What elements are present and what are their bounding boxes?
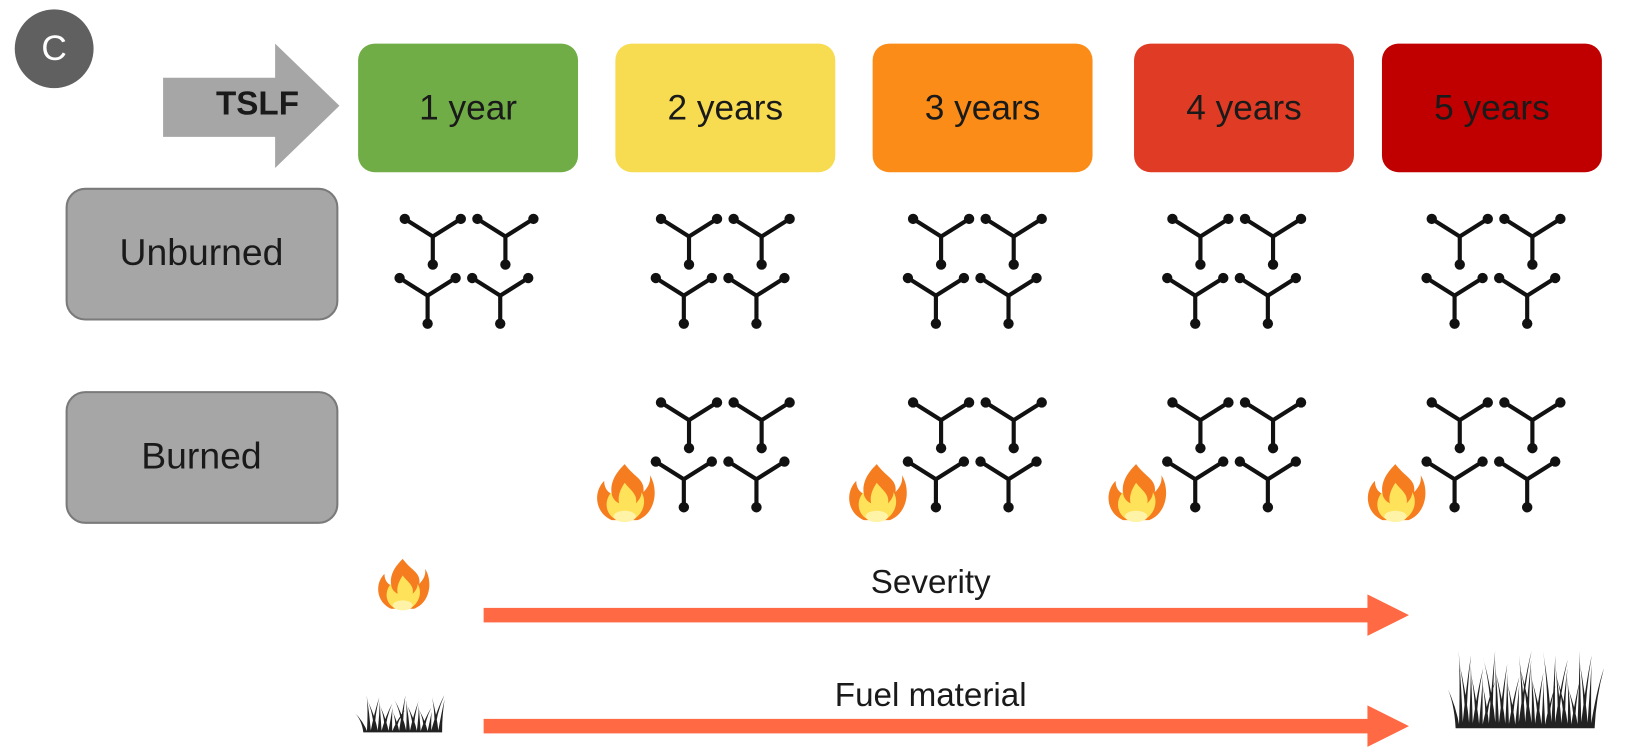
- tree-icon: [1427, 214, 1493, 270]
- tree-icon: [908, 214, 974, 270]
- stage-box: [1381, 43, 1602, 173]
- tree-icon: [1427, 397, 1493, 453]
- tree-icon: [728, 214, 794, 270]
- tree-icon: [908, 397, 974, 453]
- tree-icon: [400, 214, 466, 270]
- tree-icon: [981, 397, 1047, 453]
- tree-icon: [1167, 214, 1233, 270]
- fuel-arrow: [483, 705, 1409, 747]
- arrow-label: Severity: [871, 564, 991, 601]
- tree-icon: [1499, 397, 1565, 453]
- grass-blades: [353, 695, 445, 733]
- flame-icon: [849, 464, 907, 522]
- stage-label: 5 years: [1434, 88, 1550, 127]
- stage-label: 4 years: [1186, 88, 1302, 127]
- arrow-label: Fuel material: [835, 677, 1027, 714]
- stage-label: 3 years: [925, 88, 1041, 127]
- stage-box: [872, 43, 1093, 173]
- tree-icon: [467, 273, 533, 329]
- row-label: Unburned: [119, 231, 283, 273]
- tree-icon: [394, 273, 460, 329]
- tree-icon: [1240, 214, 1306, 270]
- row-label: Burned: [141, 434, 261, 476]
- flame-icon: [1367, 464, 1426, 522]
- panel-badge: [14, 9, 94, 89]
- tree-icon: [1167, 397, 1233, 453]
- tree-icon: [981, 214, 1047, 270]
- tree-icon: [1494, 456, 1560, 512]
- tree-icon: [903, 456, 969, 512]
- stage-label: 1 year: [419, 88, 517, 127]
- grass-blades: [1446, 650, 1604, 729]
- tree-icon: [1162, 456, 1228, 512]
- tree-icon: [903, 273, 969, 329]
- tree-icon: [1240, 397, 1306, 453]
- tree-icon: [1235, 456, 1301, 512]
- stage-label: 2 years: [668, 88, 784, 127]
- row-box: [65, 187, 339, 321]
- grass-icon: [353, 695, 445, 733]
- tree-icon: [975, 456, 1041, 512]
- panel-label: C: [41, 29, 66, 68]
- tree-icon: [1162, 273, 1228, 329]
- tree-icon: [1421, 456, 1487, 512]
- tree-icon: [723, 273, 789, 329]
- tree-icon: [1421, 273, 1487, 329]
- stage-box: [358, 43, 579, 173]
- flame-icon: [597, 464, 655, 522]
- tree-icon: [728, 397, 794, 453]
- flame-icon: [1108, 464, 1167, 522]
- tree-icon: [1499, 214, 1565, 270]
- tree-icon: [1235, 273, 1301, 329]
- tree-icon: [1494, 273, 1560, 329]
- tslf-arrow: [163, 43, 340, 169]
- tslf-label: TSLF: [216, 86, 299, 123]
- grass-icon: [1446, 650, 1604, 729]
- tree-icon: [656, 214, 722, 270]
- tree-icon: [651, 456, 717, 512]
- stage-box: [615, 43, 836, 173]
- flame-icon: [378, 558, 430, 611]
- tree-icon: [472, 214, 538, 270]
- severity-arrow: [483, 594, 1409, 636]
- tree-icon: [656, 397, 722, 453]
- tree-icon: [651, 273, 717, 329]
- row-box: [65, 391, 339, 524]
- tree-icon: [975, 273, 1041, 329]
- tree-icon: [723, 456, 789, 512]
- stage-box: [1134, 43, 1354, 173]
